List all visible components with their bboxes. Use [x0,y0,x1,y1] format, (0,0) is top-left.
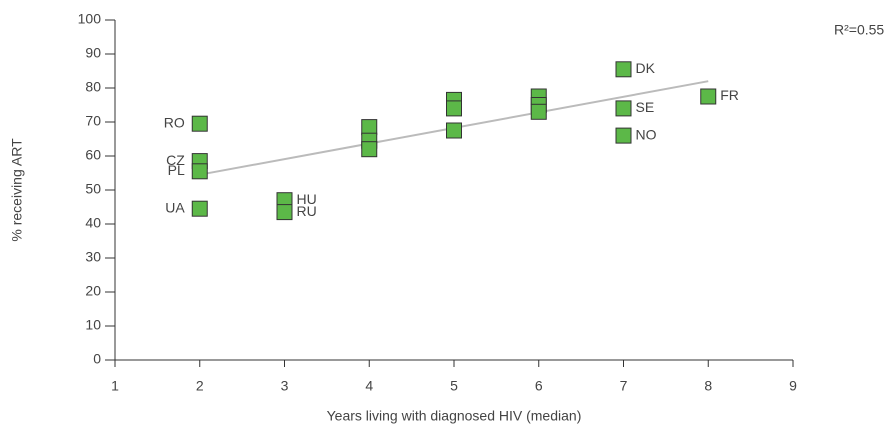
point [276,204,293,221]
point-label: DK [636,60,656,76]
point [615,100,632,117]
x-tick-label: 9 [789,378,797,394]
point [700,88,717,105]
x-tick-label: 3 [281,378,289,394]
y-tick-label: 40 [85,215,101,231]
y-tick-label: 70 [85,113,101,129]
x-tick-label: 7 [620,378,628,394]
y-tick-label: 30 [85,249,101,265]
point-label: FR [720,87,739,103]
x-tick-label: 8 [704,378,712,394]
y-tick-label: 50 [85,181,101,197]
point-label: RU [297,203,317,219]
point-label: UA [165,199,185,215]
x-tick-label: 2 [196,378,204,394]
point [361,119,378,136]
x-tick-label: 5 [450,378,458,394]
x-tick-label: 4 [365,378,373,394]
point-label: HU [297,191,317,207]
point-label: RO [164,114,185,130]
x-tick-label: 1 [111,378,119,394]
point [191,115,208,132]
x-axis-title: Years living with diagnosed HIV (median) [327,408,582,424]
y-tick-label: 10 [85,317,101,333]
point-label: SE [636,99,655,115]
point [615,61,632,78]
point [446,100,462,117]
annotation: R²=0.55 [834,22,884,38]
point-label: PL [168,162,185,178]
point [446,122,462,139]
y-tick-label: 80 [85,79,101,95]
point-label: NO [636,126,657,142]
y-tick-label: 60 [85,147,101,163]
y-axis-title: % receiving ART [9,138,25,242]
point [530,103,547,120]
x-tick-label: 6 [535,378,543,394]
point [361,141,378,158]
point [191,163,208,180]
y-tick-label: 0 [93,351,101,367]
y-tick-label: 90 [85,45,101,61]
point [191,200,208,217]
y-tick-label: 20 [85,283,101,299]
point-label: CZ [166,152,185,168]
y-tick-label: 100 [78,11,102,27]
point [615,127,632,144]
